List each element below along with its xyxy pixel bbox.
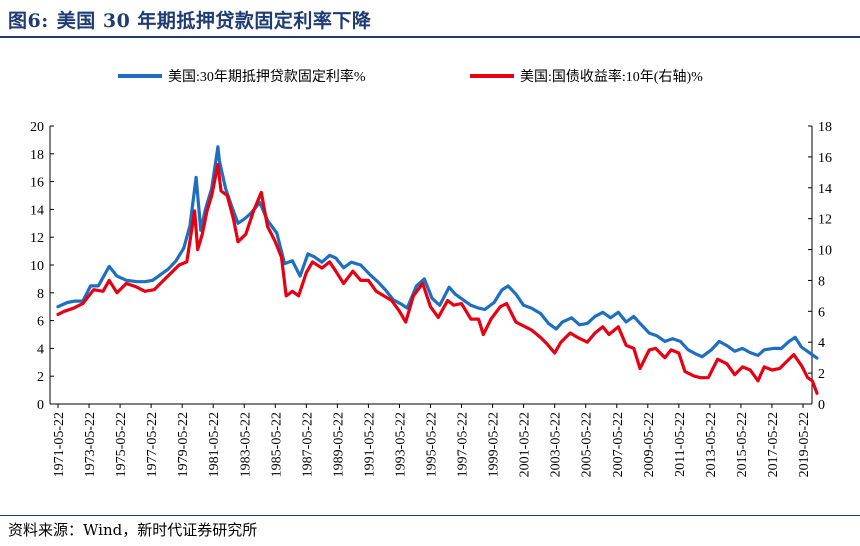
x-tick-label: 1991-05-22 <box>362 412 377 477</box>
left-y-tick-label: 0 <box>37 398 44 413</box>
line-chart: 0 2 4 6 8 10 12 14 16 18 20 0 2 4 6 8 10 12 14 16 18 1971-05-… <box>30 68 832 477</box>
left-y-tick-label: 18 <box>30 148 44 163</box>
x-tick-label: 2019-05-22 <box>797 412 812 477</box>
x-tick-label: 1989-05-22 <box>331 412 346 477</box>
x-tick-label: 2003-05-22 <box>549 412 564 477</box>
source-note: 资料来源：Wind，新时代证券研究所 <box>8 521 258 539</box>
x-tick-label: 1973-05-22 <box>83 412 98 477</box>
x-tick-label: 1977-05-22 <box>145 412 160 477</box>
right-y-tick-label: 6 <box>818 305 825 320</box>
x-tick-label: 2007-05-22 <box>611 412 626 477</box>
x-tick-label: 1979-05-22 <box>176 412 191 477</box>
x-tick-label: 1985-05-22 <box>269 412 284 477</box>
x-tick-label: 1975-05-22 <box>114 412 129 477</box>
x-tick-label: 2009-05-22 <box>642 412 657 477</box>
left-y-tick-label: 2 <box>37 370 44 385</box>
left-y-tick-label: 14 <box>30 203 44 218</box>
left-y-tick-label: 4 <box>37 342 44 357</box>
x-tick-label: 1987-05-22 <box>300 412 315 477</box>
right-y-tick-label: 0 <box>818 398 825 413</box>
figure-header: 图6: 美国 30 年期抵押贷款固定利率下降 <box>0 0 860 38</box>
figure-title-text: 美国 30 年期抵押贷款固定利率下降 <box>56 10 372 32</box>
legend-mortgage-label: 美国:30年期抵押贷款固定利率% <box>168 68 366 85</box>
x-tick-label: 1999-05-22 <box>487 412 502 477</box>
right-y-tick-label: 12 <box>818 213 832 228</box>
right-y-tick-label: 4 <box>818 336 825 351</box>
x-tick-label: 2013-05-22 <box>704 412 719 477</box>
left-y-tick-label: 20 <box>30 120 44 135</box>
left-y-tick-label: 6 <box>37 315 44 330</box>
right-y-tick-label: 18 <box>818 120 832 135</box>
x-tick-label: 2017-05-22 <box>766 412 781 477</box>
x-tick-label: 1993-05-22 <box>393 412 408 477</box>
treasury-yield-line <box>56 162 819 395</box>
left-y-tick-label: 16 <box>30 176 44 191</box>
right-y-tick-label: 2 <box>818 367 825 382</box>
right-y-tick-label: 8 <box>818 274 825 289</box>
right-y-tick-label: 10 <box>818 244 832 259</box>
figure-title: 图6: 美国 30 年期抵押贷款固定利率下降 <box>8 6 371 33</box>
figure-number: 图6: <box>8 10 49 32</box>
left-y-tick-label: 10 <box>30 259 44 274</box>
x-tick-label: 2015-05-22 <box>735 412 750 477</box>
legend-treasury-label: 美国:国债收益率:10年(右轴)% <box>520 68 703 85</box>
x-tick-label: 2011-05-22 <box>673 412 688 477</box>
x-tick-label: 2001-05-22 <box>518 412 533 477</box>
x-tick-label: 2005-05-22 <box>580 412 595 477</box>
right-y-tick-label: 14 <box>818 182 832 197</box>
x-tick-label: 1995-05-22 <box>425 412 440 477</box>
mortgage-rate-line <box>56 145 819 360</box>
left-y-tick-label: 8 <box>37 287 44 302</box>
x-tick-label: 1997-05-22 <box>456 412 471 477</box>
x-tick-label: 1983-05-22 <box>238 412 253 477</box>
footer-rule <box>0 515 860 516</box>
header-rule <box>0 36 860 38</box>
x-tick-label: 1981-05-22 <box>207 412 222 477</box>
right-y-tick-label: 16 <box>818 151 832 166</box>
x-tick-label: 1971-05-22 <box>52 412 67 477</box>
left-y-tick-label: 12 <box>30 231 44 246</box>
